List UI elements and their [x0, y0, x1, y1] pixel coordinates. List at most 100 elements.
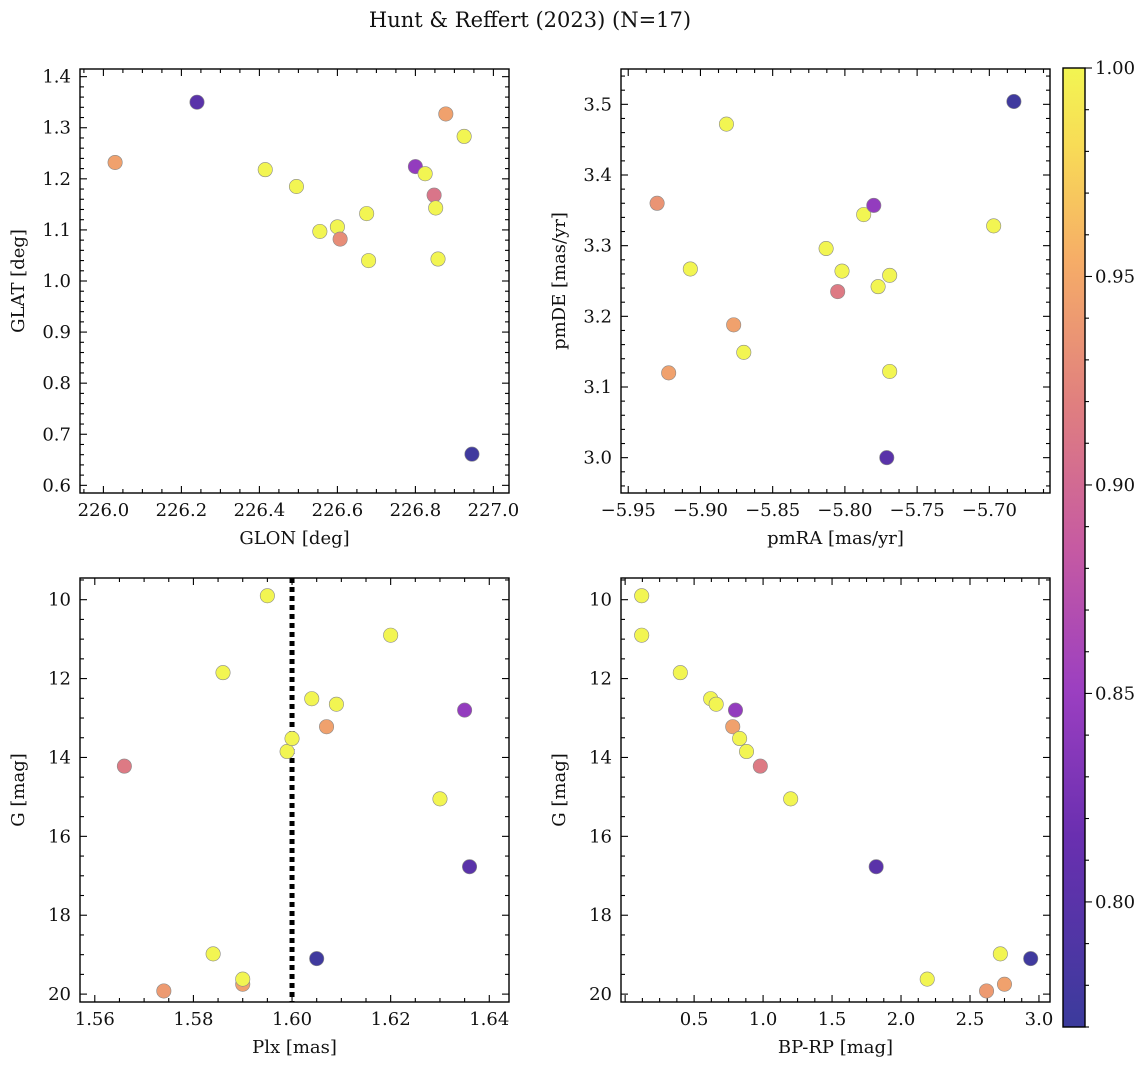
y-tick-label: 0.6 [42, 475, 71, 496]
data-point [634, 627, 650, 643]
data-point [882, 363, 898, 379]
x-axis-label: GLON [deg] [239, 528, 349, 549]
data-point [432, 791, 448, 807]
x-tick-label: 1.58 [173, 1009, 213, 1030]
y-tick-label: 14 [589, 747, 612, 768]
x-tick-label: −5.85 [745, 500, 800, 521]
data-point [868, 859, 884, 875]
data-point [257, 162, 273, 178]
y-tick-label: 20 [589, 984, 612, 1005]
x-tick-label: 227.0 [468, 500, 520, 521]
data-point [661, 365, 677, 381]
data-point [1023, 951, 1039, 967]
data-point [312, 223, 328, 239]
data-point [332, 231, 348, 247]
data-point [732, 731, 748, 747]
data-point [430, 251, 446, 267]
colorbar-tick-label: 0.80 [1095, 892, 1135, 913]
data-point [834, 263, 850, 279]
data-point [986, 218, 1002, 234]
y-tick-label: 3.0 [583, 448, 612, 469]
data-point [417, 166, 433, 182]
x-axis-label: Plx [mas] [252, 1037, 337, 1058]
data-point [279, 744, 295, 760]
data-point [426, 187, 442, 203]
data-point [304, 691, 320, 707]
data-point [361, 253, 377, 269]
data-point [328, 696, 344, 712]
x-tick-label: 226.0 [78, 500, 130, 521]
plot-frame [79, 68, 510, 494]
y-tick-label: 0.9 [42, 322, 71, 343]
data-point [383, 627, 399, 643]
y-axis-label: G [mag] [8, 753, 29, 826]
y-tick-label: 20 [48, 984, 71, 1005]
y-tick-label: 3.3 [583, 236, 612, 257]
x-tick-label: −5.95 [601, 500, 656, 521]
x-tick-label: −5.80 [817, 500, 872, 521]
data-point [726, 317, 742, 333]
data-point [818, 240, 834, 256]
data-point [329, 219, 345, 235]
x-tick-label: −5.70 [962, 500, 1017, 521]
y-tick-label: 0.7 [42, 424, 71, 445]
data-point [672, 665, 688, 681]
y-tick-label: 12 [48, 669, 71, 690]
data-point [288, 178, 304, 194]
x-tick-label: 226.6 [312, 500, 364, 521]
data-point [856, 207, 872, 223]
data-point [319, 719, 335, 735]
plot-frame [620, 577, 1051, 1003]
data-point [107, 154, 123, 170]
data-point [866, 197, 882, 213]
data-point [259, 588, 275, 604]
data-point [882, 267, 898, 283]
y-tick-label: 12 [589, 669, 612, 690]
y-tick-label: 1.3 [42, 118, 71, 139]
data-point [879, 450, 895, 466]
x-tick-label: 1.62 [371, 1009, 411, 1030]
data-point [457, 702, 473, 718]
colorbar-tick-label: 0.95 [1095, 266, 1135, 287]
y-tick-label: 10 [48, 590, 71, 611]
y-tick-label: 1.4 [42, 67, 71, 88]
data-point [189, 94, 205, 110]
data-point [235, 971, 251, 987]
panel-glon-glat: 226.0 226.2 226.4 226.6 226.8 227.0 0.6 0.7 0.8 0… [8, 67, 519, 549]
x-tick-label: 1.5 [818, 1009, 847, 1030]
x-tick-label: 226.2 [156, 500, 208, 521]
panel-cmd: 0.5 1.0 1.5 2.0 2.5 3.0 10 12 14 16 18 20 BP-RP [mag… [549, 577, 1054, 1058]
x-tick-label: 1.60 [272, 1009, 312, 1030]
x-tick-label: 226.4 [234, 500, 286, 521]
y-tick-label: 16 [589, 826, 612, 847]
x-axis-label: pmRA [mas/yr] [767, 528, 904, 549]
y-axis-label: G [mag] [549, 753, 570, 826]
y-tick-label: 0.8 [42, 373, 71, 394]
panel-pm: −5.95 −5.90 −5.85 −5.80 −5.75 −5.70 3.0 3.1 3.2 3… [549, 68, 1051, 549]
data-point [438, 106, 454, 122]
data-point [870, 279, 886, 295]
x-tick-label: 0.5 [680, 1009, 709, 1030]
colorbar-gradient [1063, 68, 1085, 1027]
data-point [992, 946, 1008, 962]
x-tick-label: 226.8 [390, 500, 442, 521]
x-tick-label: 3.0 [1025, 1009, 1054, 1030]
data-point [456, 128, 472, 144]
data-point [725, 719, 741, 735]
figure-title: Hunt & Reffert (2023) (N=17) [369, 8, 691, 32]
y-tick-label: 3.5 [583, 94, 612, 115]
y-tick-label: 18 [589, 905, 612, 926]
panel-plx-g: 1.56 1.58 1.60 1.62 1.64 10 12 14 16 18 20 Plx [mas… [8, 577, 510, 1058]
data-point [919, 971, 935, 987]
data-point [649, 195, 665, 211]
x-tick-label: 1.0 [749, 1009, 778, 1030]
data-point [205, 946, 221, 962]
data-point [736, 344, 752, 360]
data-point [718, 116, 734, 132]
y-tick-label: 3.2 [583, 306, 612, 327]
y-tick-label: 10 [589, 590, 612, 611]
x-tick-label: 2.0 [887, 1009, 916, 1030]
data-point [1006, 94, 1022, 110]
y-tick-label: 3.1 [583, 377, 612, 398]
y-tick-label: 1.1 [42, 220, 71, 241]
